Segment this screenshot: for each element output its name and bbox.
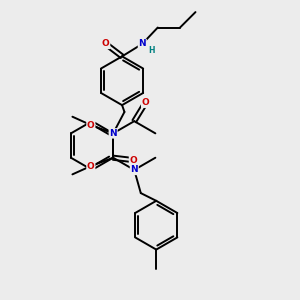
Text: N: N	[109, 129, 117, 138]
Text: O: O	[102, 39, 110, 48]
Text: N: N	[139, 39, 146, 48]
Text: N: N	[130, 165, 138, 174]
Text: O: O	[142, 98, 149, 107]
Text: O: O	[87, 161, 95, 170]
Text: O: O	[130, 156, 137, 165]
Text: H: H	[148, 46, 155, 55]
Text: O: O	[87, 121, 95, 130]
